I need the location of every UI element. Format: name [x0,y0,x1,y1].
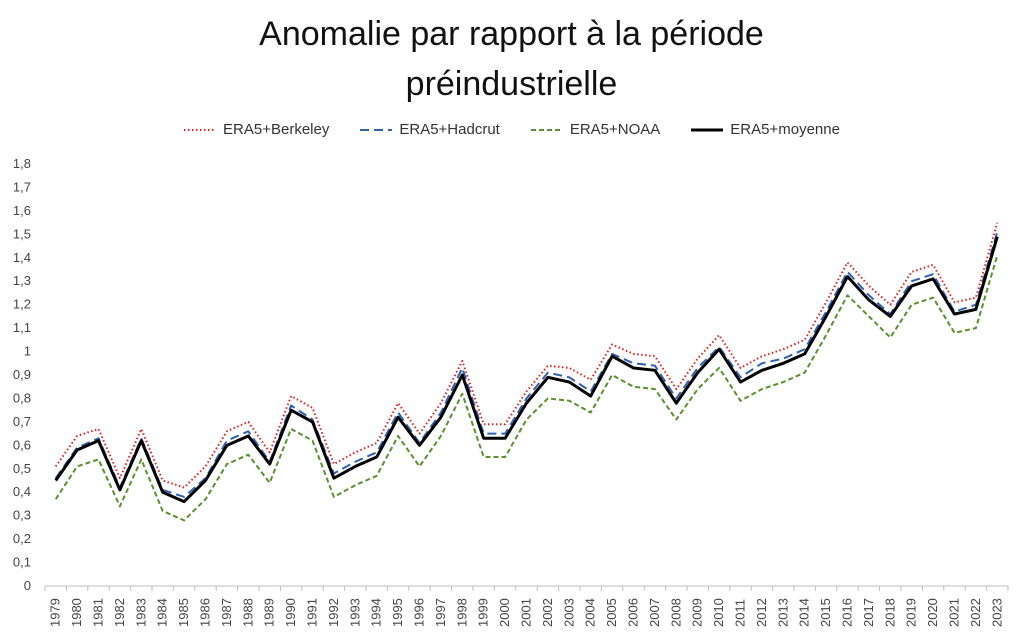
x-tick-label: 2013 [775,598,790,627]
y-tick-label: 1,2 [13,297,31,312]
x-tick-label: 2018 [882,598,897,627]
x-tick-label: 1986 [198,598,213,627]
x-tick-label: 1998 [454,598,469,627]
y-tick-label: 0,9 [13,367,31,382]
x-tick-label: 2017 [861,598,876,627]
chart-title-line2: préindustrielle [405,65,618,103]
y-tick-label: 0,5 [13,461,31,476]
x-tick-label: 1987 [219,598,234,627]
y-tick-label: 1,5 [13,226,31,241]
x-tick-label: 2014 [797,598,812,627]
y-tick-label: 0,3 [13,508,31,523]
x-tick-label: 2023 [989,598,1004,627]
x-tick-label: 2001 [519,598,534,627]
y-tick-label: 1,3 [13,273,31,288]
x-tick-label: 1981 [91,598,106,627]
x-tick-label: 1996 [412,598,427,627]
x-tick-label: 2021 [947,598,962,627]
x-tick-label: 2005 [604,598,619,627]
x-tick-label: 2008 [668,598,683,627]
legend-swatch-berkeley [184,128,217,131]
y-tick-label: 0,8 [13,390,31,405]
x-tick-label: 2004 [583,598,598,627]
x-tick-label: 1979 [48,598,63,627]
legend-item-hadcrut: ERA5+Hadcrut [359,121,500,138]
legend-label-berkeley: ERA5+Berkeley [223,121,330,138]
x-tick-label: 1980 [69,598,84,627]
x-tick-label: 1992 [326,598,341,627]
chart-title-line1: Anomalie par rapport à la période [259,15,764,53]
y-tick-label: 1,7 [13,179,31,194]
x-tick-label: 2007 [647,598,662,627]
y-tick-label: 0 [24,578,31,593]
y-tick-label: 1,1 [13,320,31,335]
series-line-era5-moyenne [54,236,999,504]
x-tick-label: 1993 [347,598,362,627]
x-tick-label: 1983 [133,598,148,627]
x-tick-label: 1988 [240,598,255,627]
x-tick-label: 1995 [390,598,405,627]
x-tick-label: 1999 [476,598,491,627]
x-tick-label: 1991 [305,598,320,627]
legend-item-noaa: ERA5+NOAA [530,121,660,138]
y-tick-label: 0,4 [13,484,31,499]
x-tick-label: 2020 [925,598,940,627]
series-line-era5-berkeley [54,222,999,489]
x-tick-label: 2022 [968,598,983,627]
legend-item-berkeley: ERA5+Berkeley [183,121,329,138]
x-tick-label: 2003 [561,598,576,627]
series-line-era5-hadcrut [54,231,999,498]
x-tick-label: 1994 [369,598,384,627]
x-tick-label: 2000 [497,598,512,627]
legend-swatch-hadcrut [360,128,393,131]
x-tick-label: 2002 [540,598,555,627]
x-tick-label: 1997 [433,598,448,627]
y-tick-label: 0,7 [13,414,31,429]
legend-item-moyenne: ERA5+moyenne [690,121,840,138]
legend-swatch-moyenne [691,128,724,131]
x-tick-label: 2010 [711,598,726,627]
x-tick-label: 2019 [904,598,919,627]
legend-label-moyenne: ERA5+moyenne [730,121,840,138]
y-tick-label: 0,2 [13,531,31,546]
x-tick-label: 1985 [176,598,191,627]
x-tick-label: 1982 [112,598,127,627]
legend-swatch-noaa [530,128,563,131]
x-tick-label: 1990 [283,598,298,627]
y-tick-label: 1,6 [13,203,31,218]
y-tick-label: 1 [24,344,31,359]
y-tick-label: 0,1 [13,555,31,570]
x-tick-label: 2011 [733,599,748,627]
legend: ERA5+Berkeley ERA5+Hadcrut ERA5+NOAA ERA… [0,121,1023,138]
x-tick-label: 2015 [818,598,833,627]
legend-label-hadcrut: ERA5+Hadcrut [399,121,500,138]
x-tick-label: 1984 [155,598,170,627]
legend-label-noaa: ERA5+NOAA [569,121,661,138]
x-tick-label: 2006 [626,598,641,627]
x-tick-label: 2009 [690,598,705,627]
x-tick-label: 2016 [840,598,855,627]
y-tick-label: 1,4 [13,250,31,265]
y-tick-label: 1,8 [13,156,31,171]
x-tick-label: 2012 [754,598,769,627]
series-line-era5-noaa [54,255,999,522]
x-tick-label: 1989 [262,598,277,627]
y-tick-label: 0,6 [13,437,31,452]
